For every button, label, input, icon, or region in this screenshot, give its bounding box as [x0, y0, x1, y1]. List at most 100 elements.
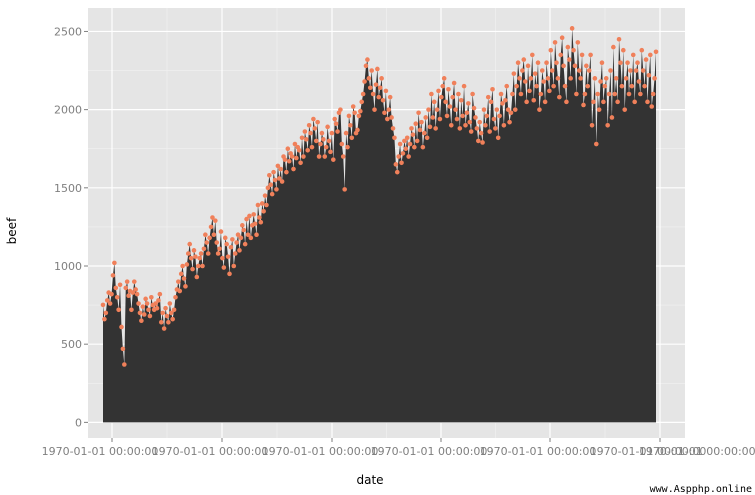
data-point — [646, 72, 652, 78]
data-point — [191, 248, 197, 253]
data-point — [488, 99, 494, 105]
data-point — [276, 176, 282, 181]
data-point — [478, 130, 484, 136]
data-point — [584, 63, 589, 69]
data-point — [399, 160, 404, 166]
data-point — [625, 60, 630, 66]
data-point — [298, 160, 303, 166]
data-point — [397, 141, 403, 147]
data-point — [318, 141, 323, 147]
data-point — [207, 235, 212, 241]
data-point — [355, 127, 360, 133]
data-point — [497, 113, 502, 119]
data-point — [308, 130, 313, 136]
data-point — [579, 52, 585, 58]
data-point — [122, 362, 127, 367]
data-point — [605, 122, 610, 128]
data-point — [303, 137, 309, 142]
data-point — [494, 107, 500, 112]
data-point — [517, 76, 522, 81]
data-point — [274, 187, 279, 192]
data-point — [443, 99, 448, 105]
data-point — [176, 279, 181, 284]
data-point — [410, 132, 416, 137]
data-point — [258, 219, 264, 225]
data-point — [156, 298, 161, 303]
data-point — [568, 76, 573, 81]
data-point — [123, 285, 129, 291]
data-point — [393, 162, 399, 167]
data-point — [268, 182, 274, 187]
data-point — [541, 79, 546, 84]
data-point — [294, 155, 299, 161]
data-point — [633, 68, 639, 73]
data-point — [311, 116, 316, 122]
data-point — [512, 107, 518, 112]
data-point — [574, 91, 579, 97]
data-point — [507, 119, 512, 125]
y-tick-label: 0 — [75, 416, 82, 429]
x-tick-label: 1970-01-01 00:00:00 — [480, 445, 597, 458]
data-point — [612, 91, 618, 97]
data-point — [177, 288, 183, 294]
data-point — [524, 99, 529, 105]
data-point — [166, 319, 171, 325]
data-point — [402, 138, 407, 144]
data-point — [232, 251, 238, 256]
data-point — [458, 97, 464, 103]
data-point — [619, 83, 625, 89]
data-point — [349, 135, 355, 141]
data-point — [602, 83, 608, 89]
data-point — [525, 63, 531, 69]
data-point — [629, 83, 635, 89]
data-point — [427, 124, 433, 130]
data-point — [593, 141, 599, 147]
data-point — [481, 107, 487, 112]
data-point — [369, 68, 374, 73]
data-point — [228, 244, 234, 250]
x-tick-label: 1970-01-01 00:00:00 — [152, 445, 269, 458]
data-point — [240, 223, 245, 228]
data-point — [592, 76, 598, 81]
data-point — [338, 107, 343, 112]
data-point — [350, 104, 356, 109]
data-point — [296, 147, 302, 153]
data-point — [241, 227, 247, 233]
data-point — [421, 130, 427, 136]
data-point — [248, 235, 254, 241]
data-point — [102, 316, 107, 322]
data-point — [335, 129, 340, 134]
data-point — [545, 76, 551, 81]
data-point — [416, 110, 421, 116]
data-point — [167, 301, 173, 306]
data-point — [649, 104, 655, 109]
data-point — [501, 122, 507, 128]
data-point — [322, 154, 328, 159]
data-point — [453, 107, 458, 112]
data-point — [278, 166, 284, 172]
data-point — [591, 99, 596, 105]
data-point — [585, 83, 591, 89]
data-point — [195, 263, 201, 269]
data-point — [284, 169, 289, 175]
data-point — [326, 138, 332, 144]
data-point — [485, 94, 491, 100]
data-point — [429, 91, 434, 97]
data-point — [252, 221, 258, 227]
data-point — [267, 173, 272, 178]
data-point — [301, 154, 306, 159]
data-point — [100, 302, 106, 308]
y-tick-label: 500 — [61, 338, 82, 351]
data-point — [493, 126, 498, 131]
data-point — [434, 107, 440, 112]
data-point — [504, 83, 510, 89]
data-point — [315, 119, 320, 125]
data-point — [133, 287, 138, 292]
data-point — [329, 130, 335, 136]
data-point — [309, 144, 315, 150]
data-point — [534, 83, 539, 89]
data-point — [164, 313, 170, 319]
data-point — [204, 240, 210, 245]
data-point — [557, 94, 562, 100]
